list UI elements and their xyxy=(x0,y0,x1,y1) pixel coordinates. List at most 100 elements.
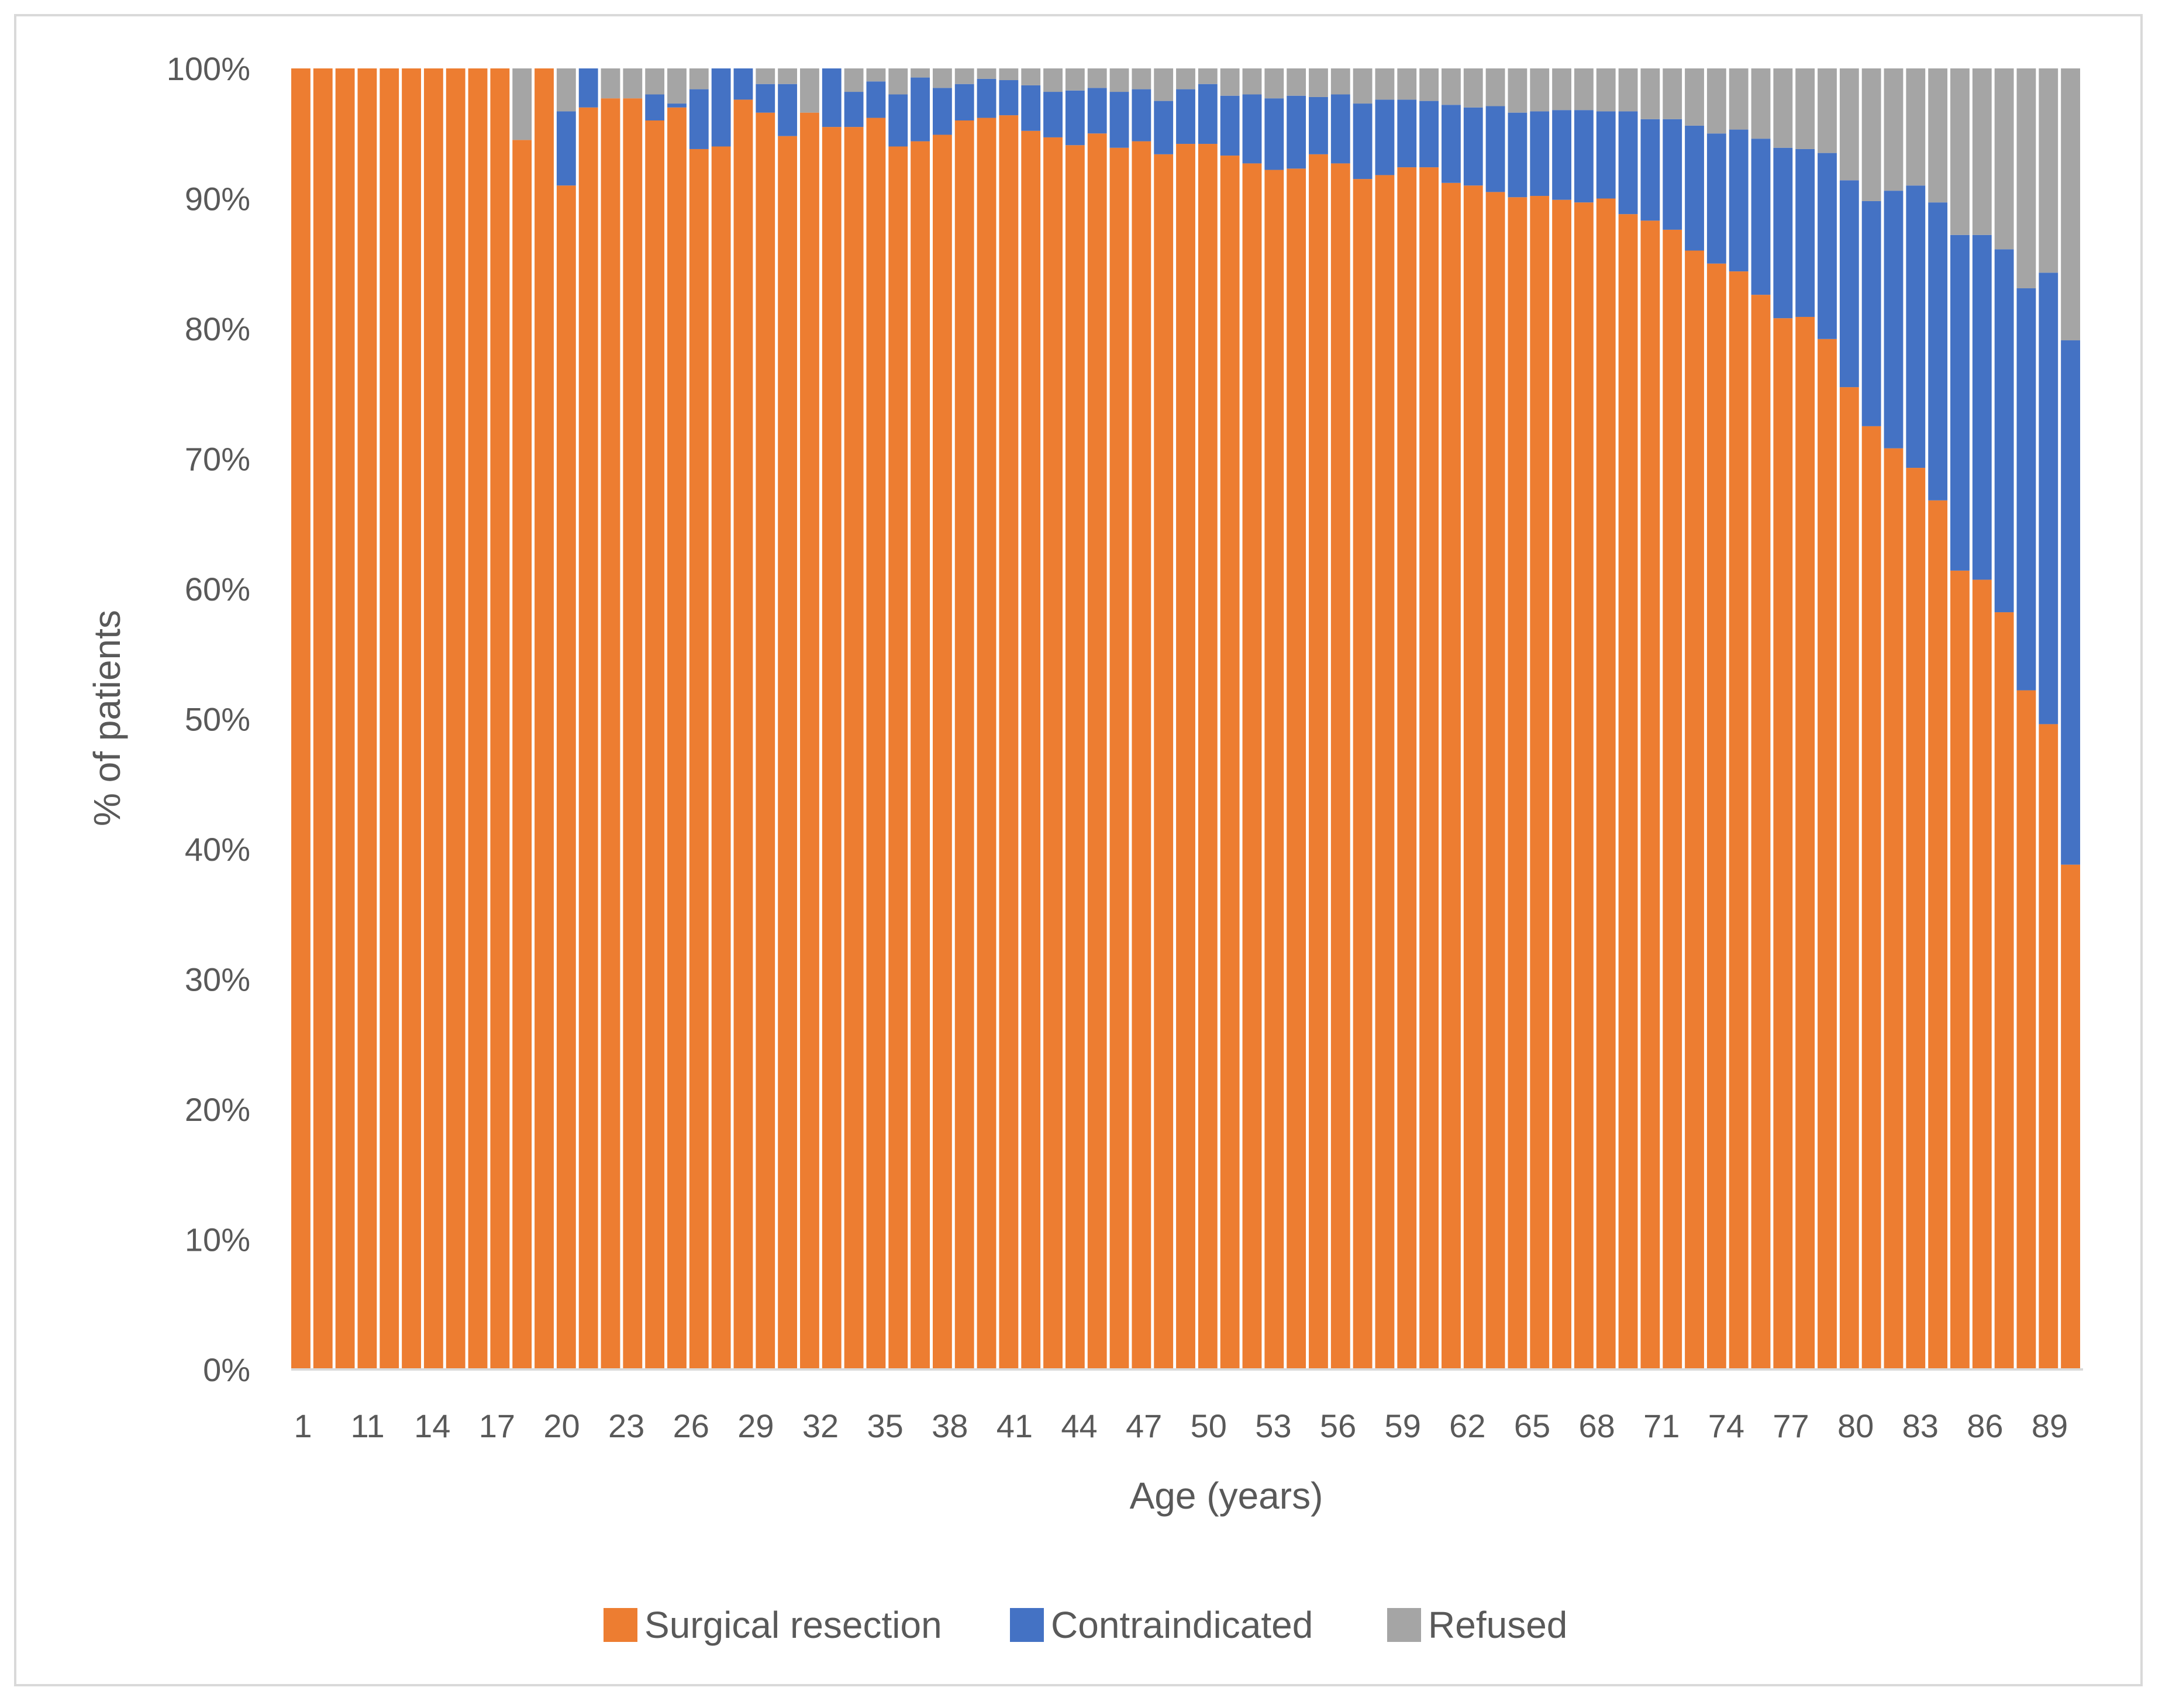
bar-segment xyxy=(2061,340,2080,865)
bar-segment xyxy=(999,68,1019,81)
bar-segment xyxy=(1928,68,1948,203)
bar-segment xyxy=(1640,68,1660,119)
bar-segment xyxy=(1508,112,1527,198)
bar-segment xyxy=(1065,68,1085,91)
bar-segment xyxy=(1751,295,1771,1369)
bar-segment xyxy=(844,92,864,127)
bar-segment xyxy=(1330,94,1350,164)
bar-segment xyxy=(1884,191,1904,448)
bar-segment xyxy=(1818,68,1837,153)
bar-segment xyxy=(1818,153,1837,339)
bar-segment xyxy=(866,81,886,118)
bar-segment xyxy=(1928,500,1948,1370)
bar-segment xyxy=(1552,68,1571,111)
bar-segment xyxy=(645,120,665,1369)
x-tick-label: 68 xyxy=(1578,1407,1615,1444)
bar-segment xyxy=(1375,68,1395,100)
y-tick-label: 20% xyxy=(185,1091,250,1128)
bar-segment xyxy=(1839,68,1859,181)
bar-segment xyxy=(1663,119,1682,230)
bar-segment xyxy=(1132,89,1151,142)
bar-segment xyxy=(822,127,842,1369)
bar-segment xyxy=(1861,201,1881,426)
bar-segment xyxy=(1198,84,1218,144)
bar-segment xyxy=(954,68,974,84)
bar-segment xyxy=(667,107,687,1369)
bar-segment xyxy=(1109,68,1129,92)
bar-segment xyxy=(1309,154,1328,1369)
bar-segment xyxy=(1994,612,2014,1369)
bar-segment xyxy=(1485,68,1505,106)
bar-segment xyxy=(1861,68,1881,201)
x-tick-label: 14 xyxy=(414,1407,450,1444)
legend-label: Contraindicated xyxy=(1051,1604,1313,1646)
bar-segment xyxy=(1596,68,1616,112)
bar-segment xyxy=(711,146,731,1369)
y-tick-label: 80% xyxy=(185,310,250,347)
bar-segment xyxy=(1663,68,1682,119)
x-tick-label: 20 xyxy=(543,1407,580,1444)
bar-segment xyxy=(645,94,665,120)
bar-segment xyxy=(1442,68,1461,105)
legend-swatch xyxy=(1387,1608,1421,1642)
y-axis-title: % of patients xyxy=(86,610,128,826)
bar-segment xyxy=(977,118,996,1369)
bar-segment xyxy=(1287,168,1306,1370)
bar-segment xyxy=(512,140,532,1369)
bar-segment xyxy=(2016,690,2036,1369)
bar-segment xyxy=(1839,180,1859,388)
bar-segment xyxy=(2016,68,2036,289)
bar-segment xyxy=(1530,111,1550,196)
x-tick-label: 1 xyxy=(294,1407,312,1444)
bar-segment xyxy=(1972,579,1992,1369)
bar-segment xyxy=(1751,139,1771,295)
bar-segment xyxy=(1618,68,1638,112)
bar-segment xyxy=(1706,133,1726,264)
bar-segment xyxy=(2061,864,2080,1369)
bar-segment xyxy=(623,68,643,99)
bar-segment xyxy=(1994,249,2014,613)
x-tick-label: 38 xyxy=(932,1407,968,1444)
legend: Surgical resection Contraindicated Refused xyxy=(604,1604,1567,1646)
bar-segment xyxy=(313,68,333,1369)
y-tick-label: 90% xyxy=(185,181,250,218)
bar-segment xyxy=(1906,68,1926,186)
bar-segment xyxy=(1043,137,1063,1369)
bar-segment xyxy=(1154,68,1174,101)
x-tick-label: 50 xyxy=(1191,1407,1227,1444)
bar-segment xyxy=(601,98,620,1369)
bar-segment xyxy=(954,120,974,1369)
bar-segment xyxy=(1397,68,1417,100)
bar-segment xyxy=(1530,196,1550,1369)
bar-segment xyxy=(711,68,731,147)
x-tick-label: 56 xyxy=(1320,1407,1356,1444)
bar-segment xyxy=(335,68,355,1369)
x-tick-label: 77 xyxy=(1773,1407,1809,1444)
bar-segment xyxy=(932,88,952,135)
bar-segment xyxy=(1264,68,1284,99)
bar-segment xyxy=(1928,202,1948,501)
bar-segment xyxy=(778,84,798,136)
bar-segment xyxy=(689,68,709,89)
x-tick-label: 11 xyxy=(351,1407,385,1444)
x-tick-label: 65 xyxy=(1514,1407,1550,1444)
bar-segment xyxy=(1330,163,1350,1369)
bar-segment xyxy=(977,78,996,118)
bar-segment xyxy=(1618,111,1638,215)
bar-segment xyxy=(556,111,576,186)
bar-segment xyxy=(1198,144,1218,1369)
bar-segment xyxy=(1574,68,1594,111)
bar-segment xyxy=(1950,570,1970,1369)
bar-segment xyxy=(1839,387,1859,1369)
bars-group xyxy=(291,68,2080,1370)
bar-segment xyxy=(1773,318,1793,1370)
bar-segment xyxy=(733,99,753,1370)
bar-segment xyxy=(756,84,775,113)
bar-segment xyxy=(1795,68,1815,149)
bar-segment xyxy=(756,112,775,1370)
y-tick-label: 50% xyxy=(185,701,250,738)
x-tick-label: 23 xyxy=(608,1407,644,1444)
bar-segment xyxy=(1442,182,1461,1369)
bar-segment xyxy=(844,127,864,1369)
bar-segment xyxy=(1353,68,1373,104)
